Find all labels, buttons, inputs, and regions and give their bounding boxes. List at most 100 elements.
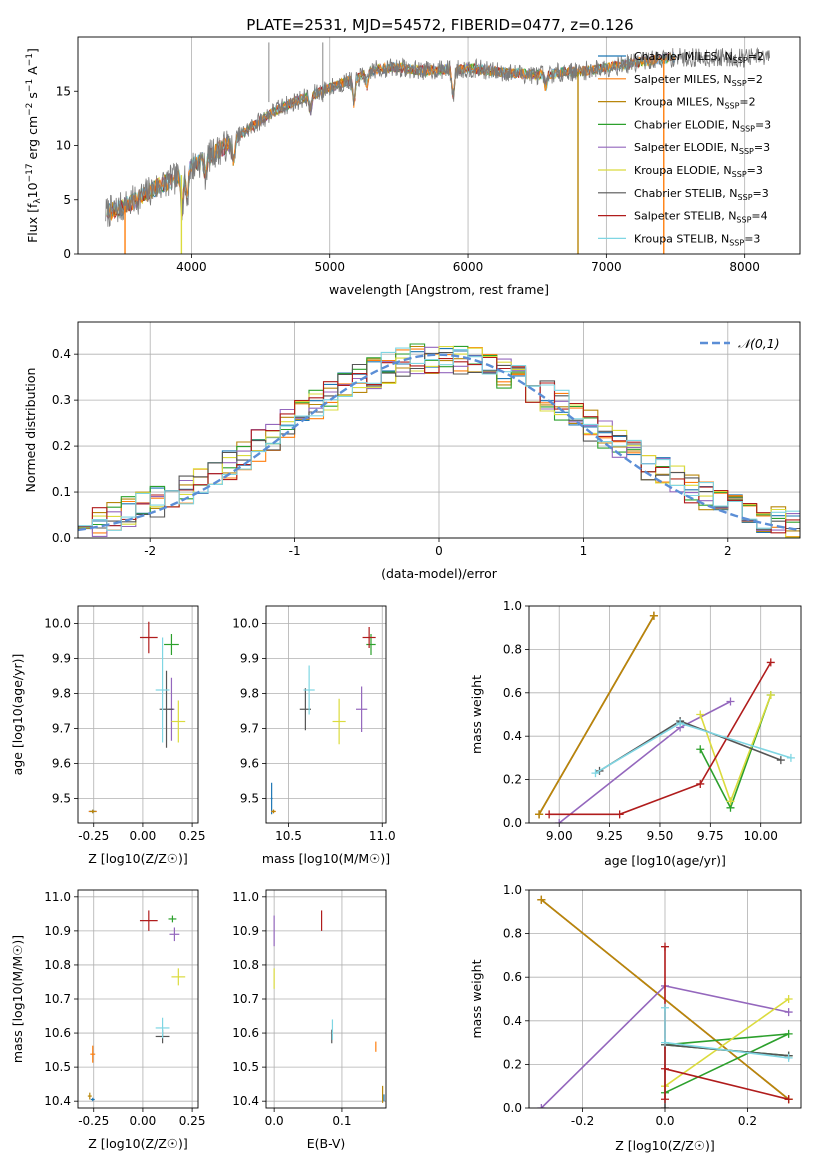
y-tick-label: 10.4	[44, 1094, 71, 1108]
weight-point-marker	[535, 810, 544, 819]
weight-vs-age-panel: 9.00 9.25 9.50 9.75 10.00 0.0 0.2 0.4 0.6 0.8 1.0 a…	[469, 599, 802, 868]
x-axis-label: Z [log10(Z/Z☉)]	[88, 851, 188, 866]
weight-point-marker	[726, 697, 735, 706]
y-axis-label: mass weight	[469, 959, 484, 1038]
x-tick-label: 9.00	[546, 829, 573, 843]
y-tick-label: 1.0	[503, 883, 522, 897]
legend-label: Chabrier MILES, NSSP=2	[634, 50, 764, 65]
x-tick-label: 7000	[591, 260, 622, 274]
y-tick-label: 9.6	[52, 757, 71, 771]
weight-point-marker	[696, 779, 705, 788]
x-tick-label: 8000	[729, 260, 760, 274]
y-tick-label: 0.4	[503, 729, 522, 743]
y-tick-label: 9.5	[52, 792, 71, 806]
y-tick-label: 11.0	[44, 890, 71, 904]
x-tick-label: 9.25	[596, 829, 623, 843]
y-axis-label: mass weight	[469, 675, 484, 754]
weight-series-line	[664, 998, 790, 1087]
y-tick-label: 10.8	[232, 958, 259, 972]
figure-title: PLATE=2531, MJD=54572, FIBERID=0477, z=0…	[246, 16, 633, 34]
y-axis-label: Flux [fλ10−17 erg cm−2 s−1 A−1]	[25, 48, 43, 243]
y-tick-label: 10.9	[232, 924, 259, 938]
y-tick-label: 10.4	[232, 1094, 259, 1108]
x-axis-label: Z [log10(Z/Z☉)]	[88, 1136, 188, 1151]
x-axis-label: Z [log10(Z/Z☉)]	[615, 1138, 715, 1153]
y-tick-label: 11.0	[232, 890, 259, 904]
y-tick-label: 9.8	[52, 687, 71, 701]
x-tick-label: -0.25	[78, 1114, 109, 1128]
axes-frame	[77, 605, 199, 824]
legend-label: Salpeter STELIB, NSSP=4	[634, 210, 768, 225]
y-tick-label: 0.2	[503, 773, 522, 787]
y-tick-label: 0.3	[52, 393, 71, 407]
weight-point-marker	[661, 1104, 669, 1108]
residual-histogram	[78, 346, 800, 538]
weight-point-marker	[766, 690, 775, 699]
y-tick-label: 9.7	[240, 722, 259, 736]
weight-point-marker	[784, 1029, 793, 1038]
residual-histogram	[78, 347, 800, 531]
gaussian-curve	[78, 353, 800, 532]
x-tick-label: 4000	[176, 260, 207, 274]
residual-histogram	[78, 352, 800, 530]
model-spectrum-line	[106, 53, 676, 220]
y-tick-label: 10.9	[44, 924, 71, 938]
y-tick-label: 0.4	[52, 347, 71, 361]
weight-point-marker	[591, 769, 600, 778]
weight-series-line	[595, 722, 792, 774]
y-axis-label: Normed distribution	[23, 368, 38, 493]
weight-point-marker	[696, 710, 705, 719]
y-tick-label: 15	[56, 84, 71, 98]
model-spectrum-line	[106, 52, 676, 222]
residual-histogram	[78, 356, 800, 534]
y-tick-label: 10	[56, 139, 71, 153]
y-tick-label: 5	[63, 193, 71, 207]
weight-point-marker	[696, 745, 705, 754]
y-tick-label: 10.5	[44, 1060, 71, 1074]
weight-point-marker	[537, 1104, 546, 1108]
x-tick-label: 9.75	[697, 829, 724, 843]
model-spectrum-line	[106, 53, 676, 220]
weight-series-line	[549, 661, 772, 816]
legend-label: Kroupa MILES, NSSP=2	[634, 96, 756, 111]
weight-point-marker	[661, 1095, 669, 1104]
age-vs-mass-panel: 10.5 11.0 9.5 9.6 9.7 9.8 9.9 10.0 mass [log10(M…	[232, 605, 396, 866]
x-axis-label: (data-model)/error	[381, 566, 498, 581]
weight-point-marker	[784, 1008, 793, 1017]
legend-label: Salpeter ELODIE, NSSP=3	[634, 141, 770, 156]
weight-series-line	[538, 615, 655, 815]
x-axis-label: E(B-V)	[307, 1136, 346, 1151]
model-spectrum-line	[106, 51, 676, 220]
legend-label: Salpeter MILES, NSSP=2	[634, 73, 763, 88]
weight-point-marker	[537, 895, 546, 904]
x-tick-label: 0	[435, 544, 443, 558]
weight-point-marker	[661, 942, 669, 951]
y-tick-label: 0.6	[503, 970, 522, 984]
observed-spectrum-line	[105, 46, 770, 228]
weight-point-marker	[545, 810, 554, 819]
weight-point-marker	[784, 1053, 793, 1062]
x-tick-label: 0.1	[332, 1114, 351, 1128]
model-spectrum-line	[106, 53, 676, 219]
y-tick-label: 0.1	[52, 485, 71, 499]
y-tick-label: 10.0	[44, 617, 71, 631]
x-tick-label: -0.25	[78, 829, 109, 843]
x-tick-label: -2	[144, 544, 156, 558]
y-tick-label: 10.7	[44, 992, 71, 1006]
x-tick-label: 0.25	[179, 1114, 206, 1128]
x-tick-label: -0.2	[571, 1114, 594, 1128]
model-spectrum-line	[106, 53, 676, 218]
axes-frame	[265, 605, 387, 824]
weight-point-marker	[726, 797, 735, 806]
x-axis-label: age [log10(age/yr)]	[604, 853, 726, 868]
weight-series-line	[664, 946, 789, 1101]
x-tick-label: 10.00	[744, 829, 778, 843]
x-tick-label: 0.00	[130, 1114, 157, 1128]
mass-vs-z-panel: -0.25 0.00 0.25 10.4 10.5 10.6 10.7 10.8 10.9 11.…	[10, 889, 206, 1151]
x-tick-label: 0.0	[655, 1114, 674, 1128]
legend-label: Chabrier STELIB, NSSP=3	[634, 187, 769, 202]
x-tick-label: 9.50	[647, 829, 674, 843]
y-tick-label: 0.6	[503, 686, 522, 700]
y-tick-label: 0.0	[52, 531, 71, 545]
